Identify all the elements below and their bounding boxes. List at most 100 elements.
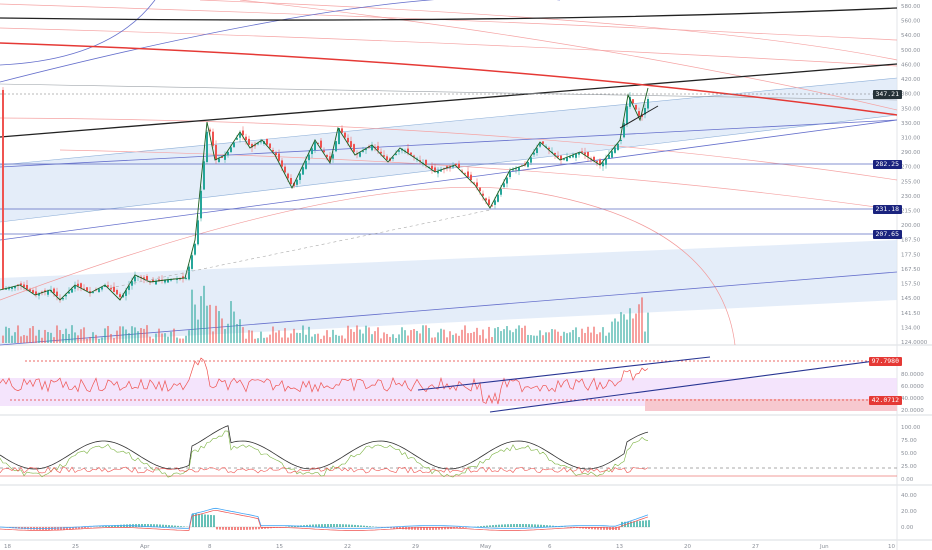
candle-body (341, 128, 343, 133)
price-axis-label: 560.00 (901, 19, 921, 25)
candle-body (527, 161, 529, 167)
volume-bar (17, 325, 19, 343)
volume-bar (434, 337, 436, 343)
volume-bar (410, 330, 412, 343)
macd-axis[interactable]: 40.00 20.00 0.00 (901, 493, 917, 531)
candle-body (68, 292, 70, 294)
candle-body (572, 155, 574, 158)
volume-bar (485, 338, 487, 343)
volume-bar (359, 329, 361, 343)
macd-bar (600, 527, 602, 530)
candle-body (233, 142, 235, 148)
candle-body (23, 284, 25, 287)
regression-channel-upper[interactable] (0, 77, 898, 223)
candle-body (38, 294, 40, 296)
volume-bar (194, 304, 196, 343)
macd-bar (327, 524, 329, 527)
volume-bar (236, 324, 238, 343)
red-trendline[interactable] (0, 42, 898, 116)
macd-axis-label: 40.00 (901, 493, 917, 499)
volume-bar (41, 337, 43, 343)
candle-body (563, 158, 565, 160)
macd-bar (540, 524, 542, 527)
macd-bar (639, 520, 641, 527)
stoch-axis[interactable]: 100.00 75.00 50.00 25.00 0.00 (901, 425, 921, 483)
rsi-axis[interactable]: 80.0000 60.0000 40.0000 20.0000 (901, 372, 924, 414)
volume-bar (35, 335, 37, 343)
candle-body (482, 193, 484, 196)
macd-bar (594, 527, 596, 530)
dashed-trend[interactable] (109, 209, 491, 289)
volume-bar (38, 329, 40, 343)
candle-body (464, 173, 466, 175)
macd-bar (243, 527, 245, 530)
volume-bar (269, 334, 271, 343)
volume-bar (488, 326, 490, 343)
candle-body (626, 106, 628, 125)
wedge-support[interactable] (619, 105, 659, 129)
rsi-trendline-1[interactable] (417, 356, 711, 391)
volume-bar (398, 334, 400, 343)
candle-body (380, 151, 382, 154)
volume-histogram (2, 285, 649, 343)
candle-body (11, 287, 13, 289)
macd-bar (111, 525, 113, 527)
candle-body (302, 167, 304, 175)
candle-body (407, 148, 409, 153)
volume-bar (491, 337, 493, 343)
macd-bar (84, 527, 86, 529)
volume-bar (11, 335, 13, 343)
candle-body (134, 276, 136, 282)
fan-arcs-pink[interactable] (0, 0, 898, 346)
volume-bar (101, 337, 103, 343)
macd-bar (630, 521, 632, 527)
macd-bar (324, 524, 326, 527)
volume-bar (524, 325, 526, 343)
candle-body (494, 200, 496, 205)
macd-bar (486, 525, 488, 527)
volume-bar (503, 329, 505, 343)
volume-bar (14, 332, 16, 343)
horizontal-levels[interactable] (0, 93, 897, 235)
candle-body (566, 157, 568, 162)
zigzag-pattern[interactable] (0, 87, 649, 301)
candle-body (629, 97, 631, 107)
volume-bar (263, 337, 265, 343)
candle-body (506, 177, 508, 184)
candle-body (605, 158, 607, 165)
macd-bar (438, 527, 440, 530)
macd-bar (363, 525, 365, 527)
regression-channel-lower[interactable] (0, 240, 897, 345)
candle-body (638, 111, 640, 116)
price-axis-label: 380.00 (901, 92, 921, 98)
macd-bar (345, 524, 347, 527)
candle-body (623, 123, 625, 138)
candle-body (101, 287, 103, 290)
volume-bar (461, 329, 463, 343)
candle-body (410, 152, 412, 155)
volume-bar (317, 333, 319, 343)
black-trendlines[interactable] (0, 7, 898, 138)
volume-bar (227, 323, 229, 343)
volume-bar (389, 336, 391, 343)
macd-bar (588, 527, 590, 530)
price-axis[interactable]: 580.00 560.00 540.00 500.00 460.00 420.00 380.… (901, 4, 928, 346)
macd-bar (627, 521, 629, 527)
macd-bar (312, 524, 314, 527)
volume-bar (92, 332, 94, 343)
volume-bar (335, 334, 337, 343)
candle-body (383, 155, 385, 157)
candle-body (593, 156, 595, 161)
time-axis-label: 22 (344, 544, 351, 550)
candle-body (188, 266, 190, 280)
price-axis-label: 167.50 (901, 267, 921, 273)
macd-bar (318, 524, 320, 527)
fan-arcs-blue[interactable] (0, 0, 898, 346)
candle-body (53, 288, 55, 293)
time-axis[interactable]: 18 25 Apr 8 15 22 29 May 6 13 20 27 Jun 10 (4, 544, 895, 550)
candle-body (191, 255, 193, 269)
rsi-trendline-2[interactable] (489, 357, 898, 413)
volume-bar (518, 325, 520, 343)
candle-body (596, 161, 598, 163)
